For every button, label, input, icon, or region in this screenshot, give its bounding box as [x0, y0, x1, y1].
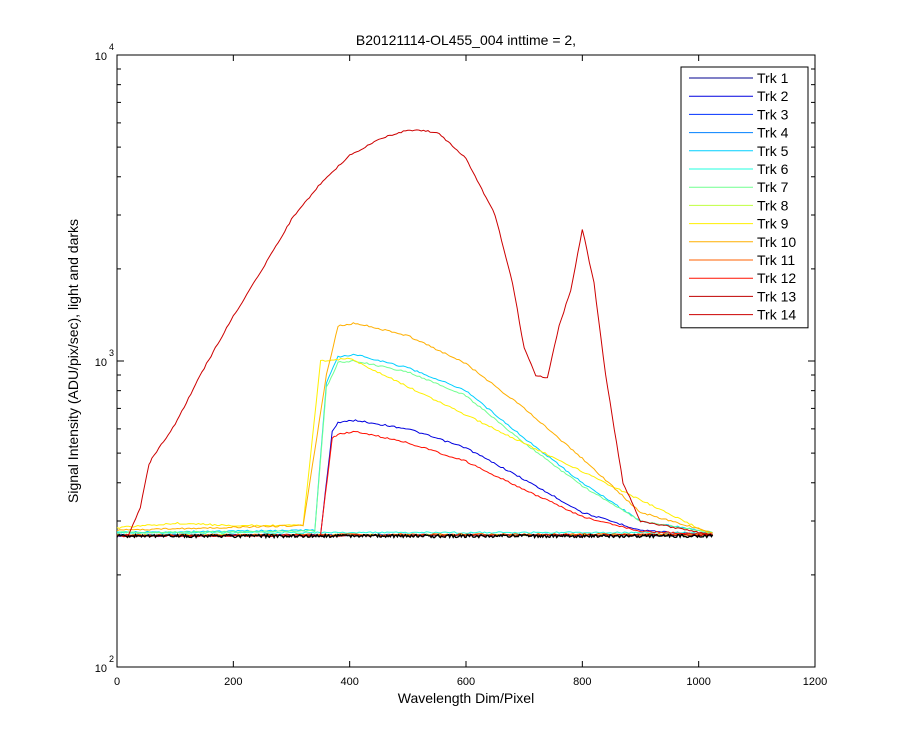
x-tick-label: 1000 — [686, 676, 710, 688]
legend-entry-label: Trk 12 — [757, 270, 796, 286]
x-tick-label: 200 — [224, 676, 242, 688]
dark-baseline — [116, 532, 714, 540]
legend-entry-label: Trk 9 — [757, 216, 789, 232]
chart-title: B20121114-OL455_004 inttime = 2, — [356, 32, 576, 48]
legend-entry-label: Trk 5 — [757, 143, 789, 159]
legend-entry-label: Trk 11 — [757, 252, 795, 268]
x-axis: 0 200 400 600 800 1000 1200 — [114, 55, 827, 688]
legend-entry-label: Trk 4 — [757, 125, 789, 141]
y-axis-label: Signal Intensity (ADU/pix/sec), light an… — [65, 219, 81, 503]
legend-entry-label: Trk 7 — [757, 179, 789, 195]
legend-entry-label: Trk 1 — [757, 70, 789, 86]
legend-entry-label: Trk 14 — [757, 307, 796, 323]
y-tick-label: 10 — [95, 357, 107, 369]
y-tick-exponent: 2 — [109, 654, 114, 664]
x-tick-label: 600 — [457, 676, 475, 688]
legend-entry-label: Trk 2 — [757, 88, 789, 104]
legend-entry-label: Trk 8 — [757, 197, 789, 213]
legend: Trk 1 Trk 2 Trk 3 Trk 4 Trk 5 Trk 6 Trk 7 Trk 8… — [680, 66, 809, 329]
y-tick-base: 10 — [95, 663, 107, 675]
series-line-trk-11 — [117, 532, 713, 537]
legend-box — [680, 66, 809, 329]
y-tick-exponent: 3 — [109, 348, 114, 358]
y-tick-exponent: 4 — [109, 42, 114, 52]
series-line-trk-14 — [116, 129, 713, 537]
series-line-trk-7 — [116, 359, 713, 534]
x-axis-label: Wavelength Dim/Pixel — [398, 690, 534, 706]
x-tick-label: 1200 — [803, 676, 827, 688]
x-tick-label: 800 — [573, 676, 591, 688]
x-tick-label: 0 — [114, 676, 120, 688]
legend-entry-label: Trk 13 — [757, 288, 796, 304]
series-line-trk-10 — [116, 322, 713, 534]
legend-entry-label: Trk 6 — [757, 161, 789, 177]
y-tick-label: 10 — [95, 663, 107, 675]
legend-entry-label: Trk 3 — [757, 106, 789, 122]
x-tick-label: 400 — [340, 676, 358, 688]
y-tick-base: 10 — [95, 51, 107, 63]
series-lines — [116, 129, 714, 540]
y-tick-label: 10 — [95, 51, 107, 63]
legend-entry-label: Trk 10 — [757, 234, 796, 250]
y-tick-base: 10 — [95, 357, 107, 369]
